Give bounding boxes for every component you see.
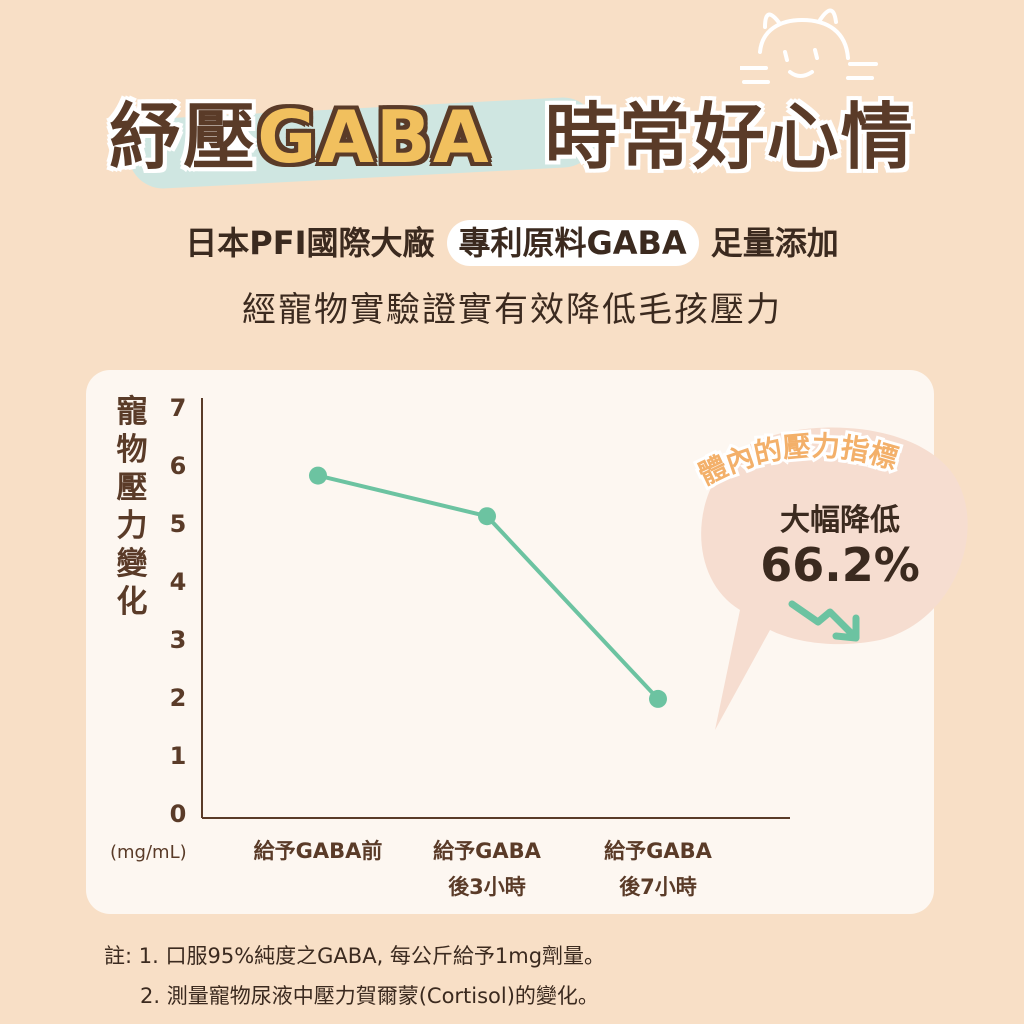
- y-tick-label: 4: [170, 568, 187, 596]
- footnotes: 註: 1. 口服95%純度之GABA, 每公斤給予1mg劑量。 2. 測量寵物尿…: [104, 936, 605, 1016]
- tagline: 經寵物實驗證實有效降低毛孩壓力: [242, 290, 782, 330]
- y-axis-unit: (mg/mL): [110, 842, 187, 863]
- callout-value: 66.2%: [760, 538, 920, 592]
- page-title: 紓壓GABA 時常好心情: [0, 78, 1024, 183]
- y-tick-label: 5: [170, 510, 187, 538]
- down-arrow-icon: [788, 600, 860, 642]
- note-2: 2. 測量寵物尿液中壓力賀爾蒙(Cortisol)的變化。: [140, 984, 599, 1008]
- data-point: [478, 507, 496, 526]
- y-axis-label-char: 力: [116, 508, 148, 544]
- subtitle: 日本PFI國際大廠 專利原料GABA 足量添加: [0, 218, 1024, 266]
- subtitle-highlight: 專利原料GABA: [446, 220, 699, 266]
- x-tick-label: 給予GABA: [604, 839, 712, 863]
- y-tick-label: 6: [170, 452, 187, 480]
- subtitle-left: 日本PFI國際大廠: [185, 224, 435, 262]
- callout-line1: 大幅降低: [780, 503, 900, 538]
- callout-bubble: [701, 427, 968, 730]
- y-axis-label: 寵物壓力變化: [112, 393, 152, 621]
- callout-value-wrap: 66.2%: [740, 538, 940, 592]
- cat-doodle-icon: [740, 8, 878, 84]
- x-tick-label: 給予GABA前: [254, 839, 383, 863]
- y-tick-label: 7: [170, 394, 187, 422]
- title-part2: GABA: [257, 95, 491, 179]
- notes-prefix: 註:: [104, 944, 133, 968]
- subtitle-right: 足量添加: [710, 224, 839, 262]
- note-1: 1. 口服95%純度之GABA, 每公斤給予1mg劑量。: [138, 944, 606, 968]
- x-tick-label: 給予GABA: [433, 839, 541, 863]
- y-axis-label-char: 物: [116, 432, 148, 468]
- y-tick-label: 3: [170, 626, 187, 654]
- y-tick-label: 2: [170, 684, 187, 712]
- y-axis-label-char: 變: [116, 546, 148, 582]
- title-part1: 紓壓: [109, 95, 258, 179]
- data-point: [309, 466, 327, 485]
- title-part3: 時常好心情: [544, 95, 915, 179]
- y-tick-label: 0: [170, 800, 187, 828]
- x-tick-label: 後3小時: [448, 875, 526, 899]
- y-axis-label-char: 寵: [116, 394, 148, 430]
- data-point: [649, 689, 667, 708]
- y-tick-label: 1: [170, 742, 187, 770]
- y-axis-label-char: 化: [116, 584, 148, 620]
- x-tick-label: 後7小時: [619, 875, 697, 899]
- y-axis-label-char: 壓: [116, 470, 148, 506]
